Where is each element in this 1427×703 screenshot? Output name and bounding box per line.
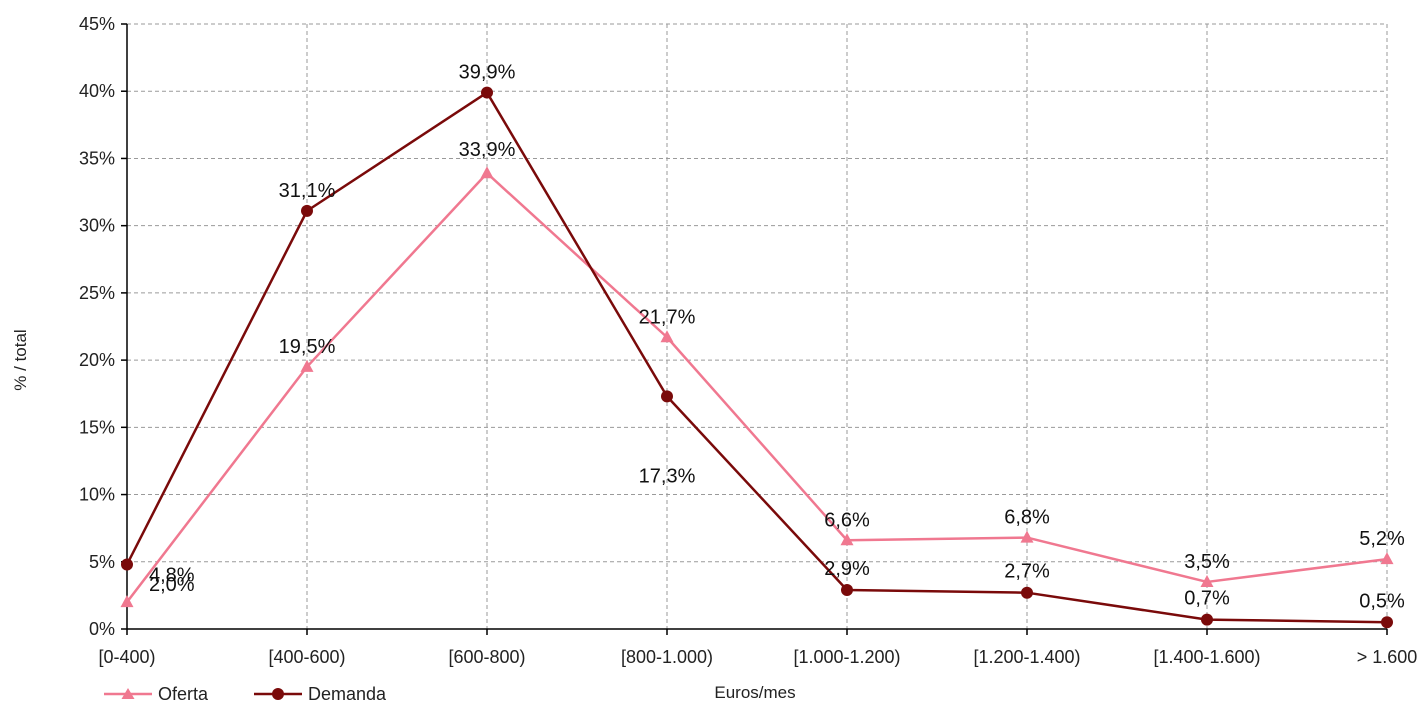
- data-label-demanda: 4,8%: [149, 564, 195, 586]
- data-label-oferta: 33,9%: [459, 139, 516, 161]
- x-tick-label: > 1.600: [1357, 647, 1418, 667]
- data-label-oferta: 6,8%: [1004, 507, 1050, 529]
- y-axis-title: % / total: [11, 329, 30, 390]
- x-tick-label: [1.200-1.400): [973, 647, 1080, 667]
- data-label-demanda: 2,7%: [1004, 561, 1050, 583]
- data-label-demanda: 31,1%: [279, 180, 336, 202]
- data-label-demanda: 0,5%: [1359, 590, 1405, 612]
- axes: [121, 23, 1388, 635]
- y-tick-label: 15%: [79, 417, 115, 437]
- series-line-oferta: [126, 171, 1388, 603]
- data-point-oferta: [1380, 552, 1394, 565]
- data-point-demanda: [481, 86, 493, 99]
- x-tick-label: [1.000-1.200): [793, 647, 900, 667]
- y-tick-label: 35%: [79, 148, 115, 168]
- x-tick-label: [400-600): [268, 647, 345, 667]
- legend-item-demanda: Demanda: [254, 684, 387, 703]
- legend-item-oferta: Oferta: [104, 684, 209, 703]
- data-label-demanda: 39,9%: [459, 62, 516, 84]
- data-point-oferta: [300, 359, 314, 372]
- y-tick-label: 0%: [89, 619, 115, 639]
- data-label-oferta: 3,5%: [1184, 551, 1230, 573]
- data-point-demanda: [1201, 613, 1213, 626]
- y-tick-label: 10%: [79, 485, 115, 505]
- y-tick-label: 5%: [89, 552, 115, 572]
- x-tick-label: [0-400): [98, 647, 155, 667]
- x-tick-label: [800-1.000): [621, 647, 713, 667]
- data-point-demanda: [661, 390, 673, 403]
- data-point-oferta: [480, 166, 494, 179]
- x-axis-title: Euros/mes: [714, 683, 795, 702]
- data-point-demanda: [1021, 586, 1033, 599]
- data-label-oferta: 6,6%: [824, 509, 870, 531]
- legend-triangle-icon: [121, 688, 135, 699]
- data-label-oferta: 2,0%: [149, 574, 195, 596]
- legend-label-demanda: Demanda: [308, 684, 387, 703]
- y-tick-label: 20%: [79, 350, 115, 370]
- y-tick-label: 45%: [79, 14, 115, 34]
- data-point-oferta: [660, 330, 674, 343]
- data-point-demanda: [841, 584, 853, 597]
- data-point-demanda: [121, 558, 133, 571]
- legend-circle-icon: [272, 688, 284, 700]
- data-labels: 2,0% 19,5% 33,9% 21,7% 6,6% 6,8% 3,5% 5,2% 4,8% 3…: [149, 62, 1405, 613]
- data-point-demanda: [1381, 616, 1393, 629]
- legend-label-oferta: Oferta: [158, 684, 209, 703]
- x-tick-label: [600-800): [448, 647, 525, 667]
- series-line-demanda: [125, 91, 1388, 624]
- data-point-oferta: [1020, 530, 1034, 543]
- y-tick-label: 30%: [79, 216, 115, 236]
- data-label-demanda: 2,9%: [824, 558, 870, 580]
- x-axis-ticks: [0-400) [400-600) [600-800) [800-1.000) [1.0…: [98, 647, 1417, 667]
- data-label-demanda: 17,3%: [639, 465, 696, 487]
- data-label-oferta: 19,5%: [279, 336, 336, 358]
- data-point-oferta: [840, 533, 854, 546]
- series-group: [120, 86, 1394, 629]
- y-tick-label: 40%: [79, 81, 115, 101]
- data-point-oferta: [1200, 574, 1214, 587]
- y-tick-label: 25%: [79, 283, 115, 303]
- data-label-demanda: 0,7%: [1184, 588, 1230, 610]
- y-axis-ticks: 0% 5% 10% 15% 20% 25% 30% 35% 40% 45%: [79, 14, 115, 639]
- data-label-oferta: 5,2%: [1359, 528, 1405, 550]
- x-tick-label: [1.400-1.600): [1153, 647, 1260, 667]
- grid-lines: [127, 23, 1388, 629]
- data-point-demanda: [301, 204, 313, 217]
- data-label-oferta: 21,7%: [639, 306, 696, 328]
- legend: Oferta Demanda: [104, 684, 387, 703]
- data-point-oferta: [120, 595, 134, 608]
